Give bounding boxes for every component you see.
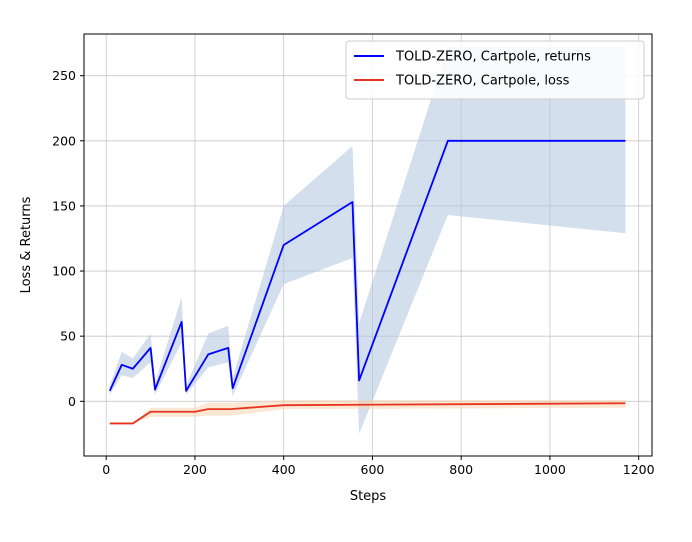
y-tick-label: 50 <box>60 329 76 344</box>
legend-box <box>345 40 645 100</box>
x-tick-label: 400 <box>272 462 296 477</box>
y-tick-label: 250 <box>52 68 76 83</box>
plot-frame <box>83 33 653 457</box>
x-tick-label: 200 <box>183 462 207 477</box>
x-axis-label: Steps <box>350 489 387 504</box>
axis-ticks: 0 200 400 600 800 1000 1200 0 50 100 150 200 250 <box>52 68 654 477</box>
legend: TOLD-ZERO, Cartpole, returns TOLD-ZERO, … <box>345 40 645 100</box>
x-tick-label: 0 <box>102 462 110 477</box>
series-lines <box>108 139 626 425</box>
y-tick-label: 100 <box>52 264 76 279</box>
y-axis-label: Loss & Returns <box>19 196 34 293</box>
y-tick-label: 0 <box>68 394 76 409</box>
legend-label-loss: TOLD-ZERO, Cartpole, loss <box>395 74 570 89</box>
line-loss <box>109 402 626 425</box>
x-tick-label: 800 <box>449 462 473 477</box>
x-tick-label: 1200 <box>623 462 655 477</box>
x-tick-label: 600 <box>361 462 385 477</box>
y-tick-label: 150 <box>52 198 76 213</box>
line-returns <box>108 139 626 392</box>
y-tick-label: 200 <box>52 133 76 148</box>
x-tick-label: 1000 <box>534 462 566 477</box>
legend-label-returns: TOLD-ZERO, Cartpole, returns <box>395 50 591 65</box>
band-returns <box>109 47 626 434</box>
confidence-bands <box>109 47 626 434</box>
band-loss <box>109 399 626 424</box>
